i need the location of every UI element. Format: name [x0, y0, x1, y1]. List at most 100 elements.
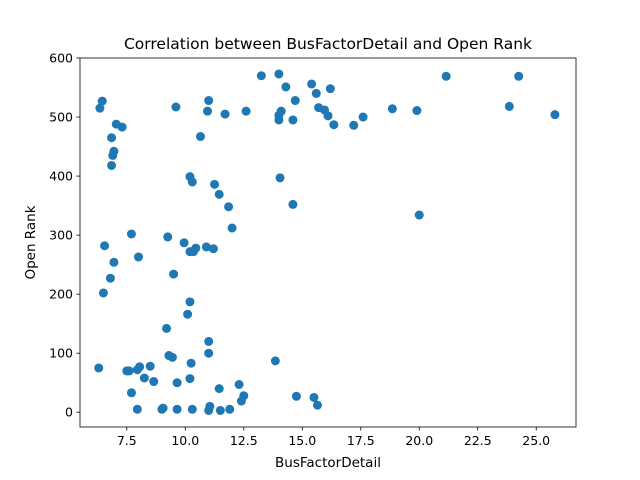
data-point: [179, 238, 189, 248]
data-point: [95, 103, 105, 113]
data-point: [132, 404, 142, 414]
y-tick-label: 400: [49, 169, 73, 184]
data-point: [187, 177, 197, 187]
data-point: [185, 297, 195, 307]
data-point: [149, 377, 159, 387]
data-point: [172, 404, 182, 414]
y-tick-label: 300: [49, 228, 73, 243]
data-point: [329, 120, 339, 130]
data-point: [145, 361, 155, 371]
data-point: [186, 358, 196, 368]
data-point: [323, 111, 333, 121]
data-point: [550, 110, 560, 120]
data-point: [290, 96, 300, 106]
data-point: [291, 391, 301, 401]
data-point: [183, 309, 193, 319]
y-tick-label: 0: [65, 405, 73, 420]
y-tick-label: 200: [49, 287, 73, 302]
data-point: [311, 88, 321, 98]
data-point: [239, 391, 249, 401]
data-point: [309, 392, 319, 402]
data-point: [214, 189, 224, 199]
x-tick-label: 15.0: [288, 433, 316, 448]
data-point: [203, 106, 213, 116]
data-point: [204, 96, 214, 106]
data-point: [387, 104, 397, 114]
data-point: [105, 273, 115, 283]
data-point: [158, 403, 168, 413]
data-point: [220, 109, 230, 119]
data-point: [349, 120, 359, 130]
y-tick-label: 500: [49, 110, 73, 125]
data-point: [414, 210, 424, 220]
data-point: [276, 106, 286, 116]
data-point: [169, 269, 179, 279]
data-point: [208, 244, 218, 254]
data-point: [185, 374, 195, 384]
data-point: [107, 133, 117, 143]
data-point: [126, 388, 136, 398]
data-point: [241, 106, 251, 116]
data-point: [187, 404, 197, 414]
data-point: [191, 243, 201, 253]
y-axis-label: Open Rank: [23, 205, 39, 279]
data-point: [224, 202, 234, 212]
data-point: [97, 96, 107, 106]
data-point: [214, 384, 224, 394]
data-point: [234, 379, 244, 389]
data-point: [210, 179, 220, 189]
data-point: [201, 242, 211, 252]
y-tick-label: 600: [49, 51, 73, 66]
data-point: [162, 323, 172, 333]
data-point: [215, 405, 225, 415]
data-point: [109, 257, 119, 267]
data-point: [126, 229, 136, 239]
plot-frame: [79, 57, 577, 428]
x-tick-label: 12.5: [230, 433, 258, 448]
data-point: [441, 71, 451, 81]
data-point: [107, 160, 117, 170]
data-point: [100, 241, 110, 251]
data-point: [312, 400, 322, 410]
data-point: [227, 223, 237, 233]
data-point: [171, 102, 181, 112]
data-point: [124, 366, 134, 376]
data-point: [358, 112, 368, 122]
x-tick-label: 7.5: [117, 433, 137, 448]
data-point: [163, 232, 173, 242]
data-point: [204, 348, 214, 358]
x-tick-label: 20.0: [405, 433, 433, 448]
x-axis-ticks: 7.5 10.0 12.5 15.0 17.5 20.0 22.5 25.0: [117, 427, 550, 448]
data-point: [256, 71, 266, 81]
data-point: [195, 132, 205, 142]
data-point: [98, 288, 108, 298]
data-point: [274, 115, 284, 125]
data-points: [94, 69, 560, 415]
x-tick-label: 10.0: [171, 433, 199, 448]
data-point: [139, 373, 149, 383]
data-point: [288, 115, 298, 125]
data-point: [325, 84, 335, 94]
x-axis-label: BusFactorDetail: [275, 455, 381, 471]
x-tick-label: 25.0: [522, 433, 550, 448]
data-point: [412, 106, 422, 116]
data-point: [133, 252, 143, 262]
data-point: [225, 404, 235, 414]
data-point: [205, 401, 215, 411]
data-point: [108, 150, 118, 160]
data-point: [172, 378, 182, 388]
y-tick-label: 100: [49, 346, 73, 361]
x-tick-label: 22.5: [464, 433, 492, 448]
data-point: [307, 79, 317, 89]
data-point: [514, 71, 524, 81]
data-point: [274, 69, 284, 79]
x-tick-label: 17.5: [347, 433, 375, 448]
data-point: [270, 356, 280, 366]
data-point: [204, 336, 214, 346]
data-point: [94, 363, 104, 373]
data-point: [281, 82, 291, 92]
data-point: [135, 362, 145, 372]
data-point: [275, 173, 285, 183]
